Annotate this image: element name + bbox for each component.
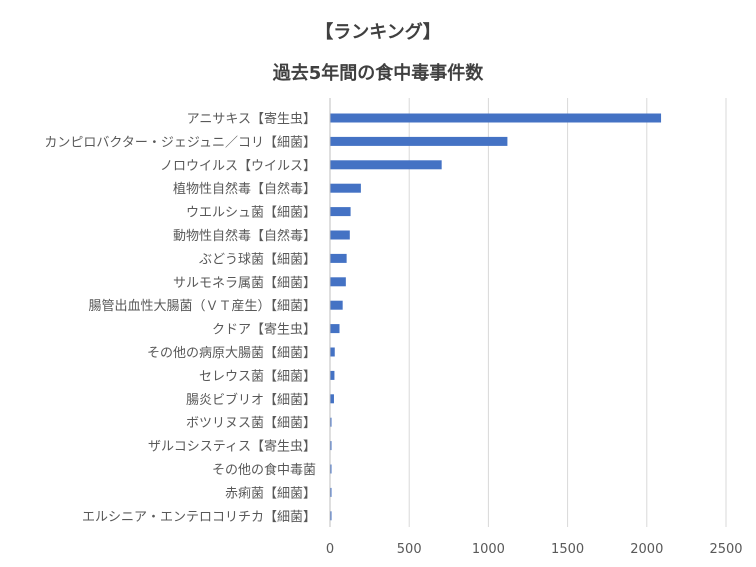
- x-axis-ticks: 0 500 1000 1500 2000 2500: [326, 542, 743, 557]
- category-label: アニサキス【寄生虫】: [187, 111, 316, 127]
- bar: [330, 277, 346, 287]
- bar: [330, 160, 442, 170]
- category-label: ぶどう球菌【細菌】: [199, 252, 316, 267]
- category-label: ボツリヌス菌【細菌】: [186, 416, 316, 431]
- chart-title: 【ランキング】: [315, 21, 440, 43]
- category-label: ノロウイルス【ウイルス】: [160, 159, 316, 174]
- bar: [330, 300, 343, 310]
- bar: [330, 394, 334, 404]
- bar: [330, 487, 332, 497]
- bar: [330, 464, 332, 474]
- x-tick-label: 2000: [630, 542, 663, 557]
- bar: [330, 113, 662, 123]
- bar: [330, 207, 351, 217]
- category-label: サルモネラ属菌【細菌】: [173, 276, 316, 291]
- bars: [330, 113, 662, 521]
- x-tick-label: 0: [326, 542, 334, 557]
- grid-lines: [408, 98, 727, 527]
- bar: [330, 136, 508, 146]
- x-tick-label: 1000: [472, 542, 505, 557]
- bar: [330, 253, 347, 263]
- chart-subtitle: 過去5年間の食中毒事件数: [273, 62, 485, 84]
- category-label: セレウス菌【細菌】: [199, 369, 316, 384]
- category-label: クドア【寄生虫】: [212, 322, 316, 338]
- x-tick-label: 500: [397, 542, 422, 557]
- bar: [330, 441, 332, 451]
- category-label: 腸管出血性大腸菌（ＶＴ産生）【細菌】: [88, 298, 316, 314]
- category-label: 動物性自然毒【自然毒】: [173, 228, 316, 244]
- category-label: エルシニア・エンテロコリチカ【細菌】: [82, 510, 316, 525]
- x-tick-label: 2500: [709, 542, 742, 557]
- bar: [330, 183, 361, 193]
- bar: [330, 230, 350, 240]
- category-label: カンピロバクター・ジェジュニ／コリ【細菌】: [44, 135, 316, 150]
- x-tick-label: 1500: [551, 542, 584, 557]
- bar: [330, 324, 340, 334]
- bar: [330, 511, 332, 521]
- category-label: ウエルシュ菌【細菌】: [186, 206, 316, 221]
- category-label: 腸炎ビブリオ【細菌】: [186, 392, 316, 408]
- bar: [330, 417, 332, 427]
- category-label: 植物性自然毒【自然毒】: [173, 181, 316, 197]
- category-label: 赤痢菌【細菌】: [225, 485, 316, 501]
- category-label: ザルコシスティス【寄生虫】: [148, 439, 316, 455]
- bar: [330, 347, 335, 357]
- category-label: その他の病原大腸菌【細菌】: [147, 346, 316, 361]
- bar: [330, 370, 335, 380]
- category-labels: アニサキス【寄生虫】カンピロバクター・ジェジュニ／コリ【細菌】ノロウイルス【ウイ…: [44, 111, 316, 525]
- category-label: その他の食中毒菌: [212, 462, 316, 478]
